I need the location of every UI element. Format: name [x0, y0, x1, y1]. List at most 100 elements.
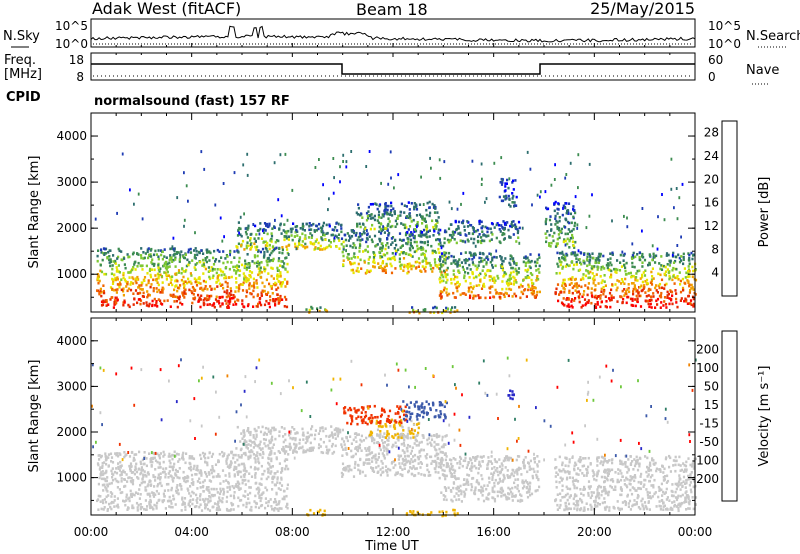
scatter-cell: [169, 247, 172, 251]
scatter-cell: [276, 507, 279, 511]
scatter-cell: [517, 267, 521, 270]
scatter-cell: [641, 261, 644, 264]
scatter-cell: [298, 239, 301, 243]
scatter-cell: [517, 236, 520, 239]
scatter-cell: [196, 466, 199, 470]
scatter-cell: [135, 278, 139, 281]
scatter-cell: [325, 451, 328, 454]
sparse-echo: [675, 187, 678, 190]
scatter-cell: [436, 238, 439, 241]
scatter-cell: [384, 268, 387, 272]
scatter-cell: [341, 454, 344, 457]
scatter-cell: [175, 284, 178, 287]
scatter-cell: [558, 219, 561, 223]
scatter-cell: [128, 499, 131, 503]
scatter-cell: [507, 284, 510, 287]
scatter-cell: [149, 253, 152, 256]
scatter-cell: [278, 434, 281, 438]
scatter-cell: [519, 283, 522, 287]
scatter-cell: [655, 289, 658, 292]
scatter-cell: [688, 283, 691, 287]
scatter-cell: [571, 236, 574, 240]
scatter-cell: [199, 305, 202, 309]
scatter-cell: [319, 426, 322, 430]
sparse-echo: [291, 188, 294, 192]
scatter-cell: [461, 292, 464, 295]
scatter-cell: [589, 256, 592, 259]
scatter-cell: [145, 283, 148, 287]
scatter-cell: [182, 451, 185, 455]
scatter-cell: [452, 233, 455, 236]
scatter-cell: [204, 503, 207, 506]
scatter-cell: [110, 507, 113, 511]
scatter-cell: [259, 266, 262, 270]
scatter-cell: [571, 233, 574, 237]
sparse-echo: [137, 192, 140, 196]
scatter-cell: [568, 264, 571, 267]
scatter-cell: [381, 452, 384, 455]
scatter-cell: [210, 493, 213, 497]
scatter-cell: [107, 251, 110, 254]
scatter-cell: [235, 266, 239, 270]
scatter-cell: [277, 275, 281, 278]
scatter-cell: [237, 221, 240, 224]
scatter-cell: [545, 217, 548, 221]
scatter-cell: [426, 438, 429, 442]
scatter-cell: [573, 209, 576, 212]
scatter-cell: [341, 428, 344, 432]
scatter-cell: [466, 267, 469, 270]
scatter-cell: [680, 255, 683, 258]
scatter-cell: [201, 451, 205, 455]
scatter-cell: [416, 433, 419, 437]
scatter-cell: [174, 473, 177, 476]
scatter-cell: [524, 288, 527, 291]
scatter-cell: [531, 273, 534, 277]
scatter-cell: [126, 508, 129, 511]
scatter-cell: [166, 266, 170, 269]
scatter-cell: [287, 244, 290, 247]
scatter-cell: [350, 408, 353, 412]
scatter-cell: [583, 262, 586, 265]
scatter-cell: [599, 297, 602, 300]
scatter-cell: [456, 275, 459, 279]
scatter-cell: [238, 482, 241, 486]
scatter-cell: [425, 464, 429, 467]
scatter-cell: [445, 251, 448, 255]
scatter-cell: [347, 253, 350, 256]
scatter-cell: [493, 255, 496, 259]
sparse-echo: [94, 217, 97, 221]
scatter-cell: [271, 292, 274, 295]
scatter-cell: [206, 303, 209, 306]
scatter-cell: [182, 458, 185, 461]
scatter-cell: [130, 492, 133, 496]
scatter-cell: [395, 243, 398, 247]
scatter-cell: [115, 291, 118, 294]
scatter-cell: [246, 493, 249, 496]
scatter-cell: [407, 240, 410, 244]
scatter-cell: [688, 275, 691, 278]
scatter-cell: [422, 409, 425, 413]
scatter-cell: [285, 298, 288, 301]
scatter-cell: [649, 302, 652, 306]
scatter-cell: [189, 485, 192, 488]
scatter-cell: [110, 495, 113, 498]
scatter-cell: [472, 228, 475, 232]
scatter-cell: [150, 483, 153, 486]
scatter-cell: [236, 249, 239, 252]
scatter-cell: [588, 258, 592, 262]
scatter-cell: [371, 460, 374, 463]
scatter-cell: [598, 252, 601, 256]
sparse-echo: [187, 199, 189, 203]
scatter-cell: [233, 295, 236, 299]
scatter-cell: [157, 483, 160, 486]
scatter-cell: [272, 283, 275, 286]
scatter-cell: [498, 295, 501, 299]
scatter-cell: [123, 257, 126, 260]
scatter-cell: [513, 262, 516, 265]
scatter-cell: [249, 454, 252, 458]
scatter-cell: [490, 222, 494, 225]
scatter-cell: [277, 257, 281, 260]
scatter-cell: [413, 205, 416, 209]
noise-left-tick-lo: 10^0: [55, 37, 88, 51]
scatter-cell: [126, 289, 129, 293]
